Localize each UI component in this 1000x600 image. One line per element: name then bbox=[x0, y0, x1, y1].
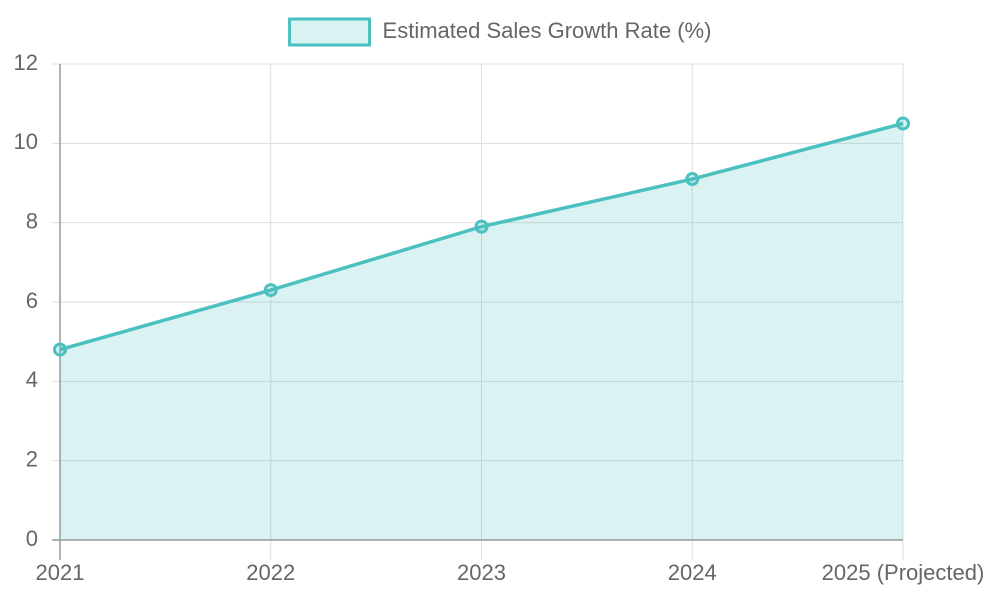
y-tick-label: 2 bbox=[26, 446, 38, 471]
line bbox=[59, 121, 904, 352]
point bbox=[53, 342, 67, 357]
point bbox=[474, 219, 489, 234]
x-tick-label: 2025 (Projected) bbox=[822, 560, 985, 585]
point bbox=[263, 283, 278, 298]
y-tick-label: 8 bbox=[26, 208, 38, 233]
y-tick-label: 12 bbox=[14, 50, 38, 75]
y-tick-label: 0 bbox=[26, 526, 38, 551]
y-tick-label: 10 bbox=[14, 129, 38, 154]
x-tick-label: 2021 bbox=[36, 560, 85, 585]
legend-swatch bbox=[288, 17, 372, 47]
x-tick-label: 2022 bbox=[246, 560, 295, 585]
y-tick-label: 6 bbox=[26, 288, 38, 313]
y-tick-label: 4 bbox=[26, 367, 38, 392]
x-tick-label: 2024 bbox=[668, 560, 717, 585]
point bbox=[896, 116, 910, 131]
point bbox=[685, 172, 700, 187]
legend-label: Estimated Sales Growth Rate (%) bbox=[383, 18, 712, 43]
area bbox=[60, 123, 903, 540]
x-tick-label: 2023 bbox=[457, 560, 506, 585]
